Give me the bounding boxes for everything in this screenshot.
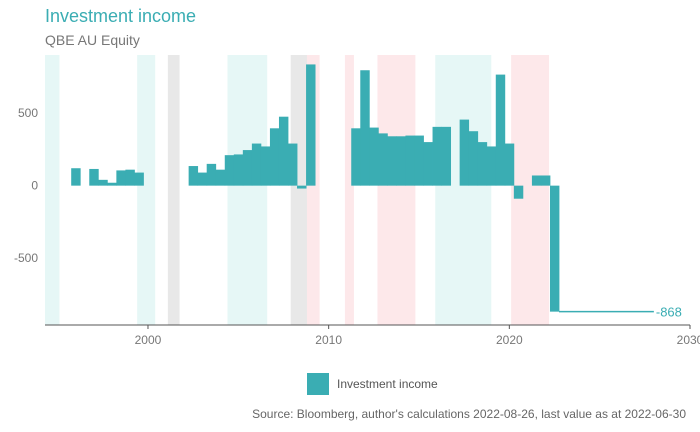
legend-swatch — [307, 373, 329, 395]
bar — [297, 185, 307, 189]
legend-label: Investment income — [337, 377, 438, 391]
bar — [288, 143, 298, 186]
bar — [107, 182, 117, 186]
bar — [206, 163, 217, 186]
bar — [504, 143, 515, 186]
bar — [387, 136, 397, 186]
bar-series — [71, 64, 654, 313]
chart-axes — [45, 324, 691, 329]
bar — [125, 169, 135, 186]
bar — [441, 126, 452, 186]
bar — [540, 175, 551, 186]
bar — [233, 154, 244, 186]
bar — [224, 155, 235, 186]
chart-subtitle: QBE AU Equity — [45, 32, 140, 48]
bar — [513, 185, 524, 199]
y-tick-label: 0 — [31, 179, 38, 193]
bar — [98, 179, 108, 186]
bar — [278, 116, 289, 186]
shaded-period — [435, 55, 492, 325]
bar — [351, 128, 361, 186]
y-tick-label: -500 — [14, 251, 38, 265]
bar — [242, 150, 253, 186]
shaded-period — [45, 55, 60, 325]
x-tick-label: 2020 — [496, 333, 523, 347]
bar — [369, 127, 379, 186]
bar — [396, 136, 406, 186]
bar — [414, 135, 424, 186]
bar — [531, 175, 542, 186]
bar — [477, 142, 488, 186]
bar — [116, 170, 126, 186]
bar — [468, 131, 479, 186]
x-tick-label: 2030 — [677, 333, 700, 347]
shaded-periods — [45, 55, 550, 325]
shaded-period — [344, 55, 354, 325]
shaded-period — [227, 55, 268, 325]
bar — [459, 119, 470, 186]
y-tick-label: 500 — [18, 106, 38, 120]
legend: Investment income — [307, 373, 438, 395]
bar — [495, 74, 506, 186]
bar — [549, 185, 560, 312]
x-tick-label: 2000 — [135, 333, 162, 347]
bar — [197, 172, 208, 186]
bar — [378, 133, 388, 186]
bar — [215, 169, 226, 186]
last-value-label: -868 — [656, 305, 682, 320]
bar — [71, 168, 81, 186]
source-note: Source: Bloomberg, author's calculations… — [252, 407, 686, 421]
chart-labels: 2000 2010 2020 2030 500 0 -500 -868 — [14, 106, 700, 347]
shaded-period — [137, 55, 156, 325]
bar — [260, 146, 271, 186]
bar — [432, 126, 442, 186]
x-tick-label: 2010 — [315, 333, 342, 347]
shaded-period — [290, 55, 307, 325]
bar — [89, 168, 99, 186]
bar — [360, 70, 370, 186]
chart-title: Investment income — [45, 6, 197, 26]
bar — [269, 128, 280, 186]
bar — [486, 146, 497, 186]
shaded-period — [377, 55, 416, 325]
bar — [251, 143, 262, 186]
investment-income-chart: 2000 2010 2020 2030 500 0 -500 -868 — [14, 55, 700, 347]
shaded-period — [167, 55, 180, 325]
bar — [423, 142, 433, 186]
bar — [405, 135, 415, 186]
bar — [188, 166, 199, 186]
bar — [306, 64, 316, 186]
bar — [134, 172, 144, 186]
